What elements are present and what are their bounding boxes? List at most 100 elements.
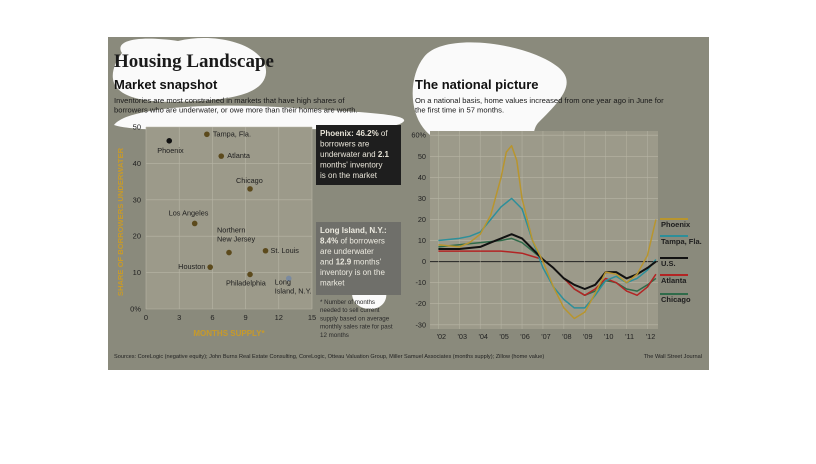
- x-axis-label: MONTHS SUPPLY*: [193, 329, 265, 338]
- y-tick-label: 10: [133, 268, 141, 277]
- callout-line: inventory is on the: [320, 268, 385, 277]
- callout-strong: Long Island, N.Y.:: [320, 226, 387, 235]
- legend-label: Phoenix: [661, 220, 691, 229]
- scatter-point: [226, 249, 232, 256]
- point-label-line: Phoenix: [157, 146, 184, 155]
- legend-label: Tampa, Fla.: [661, 237, 702, 246]
- y-axis-label: SHARE OF BORROWERS UNDERWATER: [116, 147, 125, 296]
- x-tick-label: 12: [275, 313, 283, 322]
- scatter-point: [207, 264, 213, 270]
- series-line: [438, 250, 657, 297]
- footnote-line: 12 months: [320, 332, 349, 339]
- y-tick-label: 30: [418, 194, 426, 203]
- line-legend: Phoenix Tampa, Fla. U.S. Atlanta Chicago: [660, 218, 702, 304]
- y-tick-label: 50: [418, 152, 426, 161]
- line-ticks: -30 -20 -10 0 10 20 30 40 50 60% '02 '03 '04 '05 '06 '0…: [411, 131, 655, 341]
- line-title: The national picture: [415, 77, 539, 92]
- y-tick-label: 60%: [411, 131, 426, 140]
- x-tick-label: '09: [583, 332, 593, 341]
- point-label-line: Northern: [217, 226, 245, 235]
- callout-strong: 12.9: [336, 258, 352, 267]
- point-label: Los Angeles: [169, 208, 209, 217]
- x-tick-label: 0: [144, 313, 148, 322]
- point-label: Tampa, Fla.: [213, 129, 251, 138]
- y-tick-label: 40: [133, 159, 141, 168]
- callout-line: and 12.9 months': [320, 258, 382, 267]
- x-tick-label: '02: [437, 332, 447, 341]
- line-subtitle: On a national basis, home values increas…: [415, 96, 664, 115]
- callout-line: 8.4% of borrowers: [320, 237, 385, 246]
- long-island-callout-box: [316, 222, 401, 295]
- blob-title: [112, 37, 267, 102]
- source-note: Sources: CoreLogic (negative equity); Jo…: [114, 354, 544, 360]
- point-label-line: Tampa, Fla.: [213, 129, 251, 138]
- scatter-point: [247, 271, 253, 278]
- callout-text: is on the market: [320, 171, 378, 180]
- subtitle-line: the first time in 57 months.: [415, 106, 504, 115]
- callout-strong: Phoenix: 46.2%: [320, 129, 379, 138]
- point-label: Long Island, N.Y.: [275, 277, 312, 295]
- y-tick-label: 10: [418, 236, 426, 245]
- callout-text: borrowers are: [320, 140, 370, 149]
- callout-text: and: [320, 258, 336, 267]
- point-label: Chicago: [236, 176, 263, 185]
- graphic-title: Housing Landscape: [114, 51, 274, 72]
- scatter-chart: Market snapshot Inventories are most con…: [114, 77, 401, 339]
- y-tick-label: -20: [415, 299, 426, 308]
- callout-text: of: [379, 129, 389, 138]
- x-tick-label: 15: [308, 313, 316, 322]
- scatter-point: [262, 247, 269, 254]
- point-label-line: Atlanta: [227, 151, 251, 160]
- legend-label: Chicago: [661, 295, 691, 304]
- line-plot-area: [430, 131, 658, 329]
- y-tick-label: 0%: [130, 305, 141, 314]
- x-tick-label: '08: [562, 332, 572, 341]
- x-tick-label: 3: [177, 313, 181, 322]
- line-chart: The national picture On a national basis…: [411, 77, 701, 341]
- footnote-line: * Number of months: [320, 299, 375, 306]
- y-tick-label: 30: [133, 195, 141, 204]
- point-label-line: Island, N.Y.: [275, 286, 312, 295]
- callout-text: are underwater: [320, 247, 374, 256]
- point-label-line: Los Angeles: [169, 208, 209, 217]
- callout-text: market: [320, 279, 345, 288]
- point-label: Atlanta: [227, 151, 251, 160]
- scatter-grid: [145, 126, 313, 310]
- scatter-point: [247, 186, 253, 192]
- scatter-points: Phoenix Tampa, Fla. Atlanta Chicago Los Ange…: [157, 129, 311, 295]
- point-label: Northern New Jersey: [217, 226, 255, 244]
- x-tick-label: '05: [499, 332, 509, 341]
- point-label-line: Philadelphia: [226, 278, 267, 287]
- callout-line: underwater and 2.1: [320, 150, 390, 159]
- scatter-title: Market snapshot: [114, 77, 218, 92]
- x-tick-label: 9: [244, 313, 248, 322]
- scatter-plot-area: [146, 127, 312, 309]
- credit: The Wall Street Journal: [644, 354, 702, 360]
- callout-line: months' inventory: [320, 161, 382, 170]
- point-label-line: New Jersey: [217, 235, 255, 244]
- graphic-panel: Housing Landscape Market snapshot Invent…: [108, 37, 709, 370]
- point-label: Philadelphia: [226, 278, 267, 287]
- point-label-line: Houston: [178, 262, 205, 271]
- point-label-line: Long: [275, 277, 291, 286]
- subtitle-line: On a national basis, home values increas…: [415, 96, 664, 105]
- subtitle-line: Inventories are most constrained in mark…: [114, 96, 345, 105]
- callout-line: is on the market: [320, 171, 378, 180]
- x-tick-label: '04: [478, 332, 488, 341]
- y-tick-label: -10: [415, 278, 426, 287]
- blob-snapshot: [114, 105, 405, 130]
- footnote-line: supply based on average: [320, 315, 390, 322]
- series-line: [438, 233, 657, 290]
- footnote-line: monthly sales rate for past: [320, 324, 393, 331]
- x-tick-label: '07: [541, 332, 551, 341]
- callout-line: borrowers are: [320, 140, 370, 149]
- scatter-ticks: 0% 10 20 30 40 50 0 3 6 9 12 15: [130, 123, 316, 323]
- y-tick-label: 40: [418, 173, 426, 182]
- callout-text: inventory is on the: [320, 268, 385, 277]
- callout-text: months': [351, 258, 381, 267]
- scatter-point: [204, 131, 210, 138]
- y-tick-label: 0: [422, 257, 426, 266]
- callout-line: Phoenix: 46.2% of: [320, 129, 388, 138]
- x-tick-label: '12: [646, 332, 656, 341]
